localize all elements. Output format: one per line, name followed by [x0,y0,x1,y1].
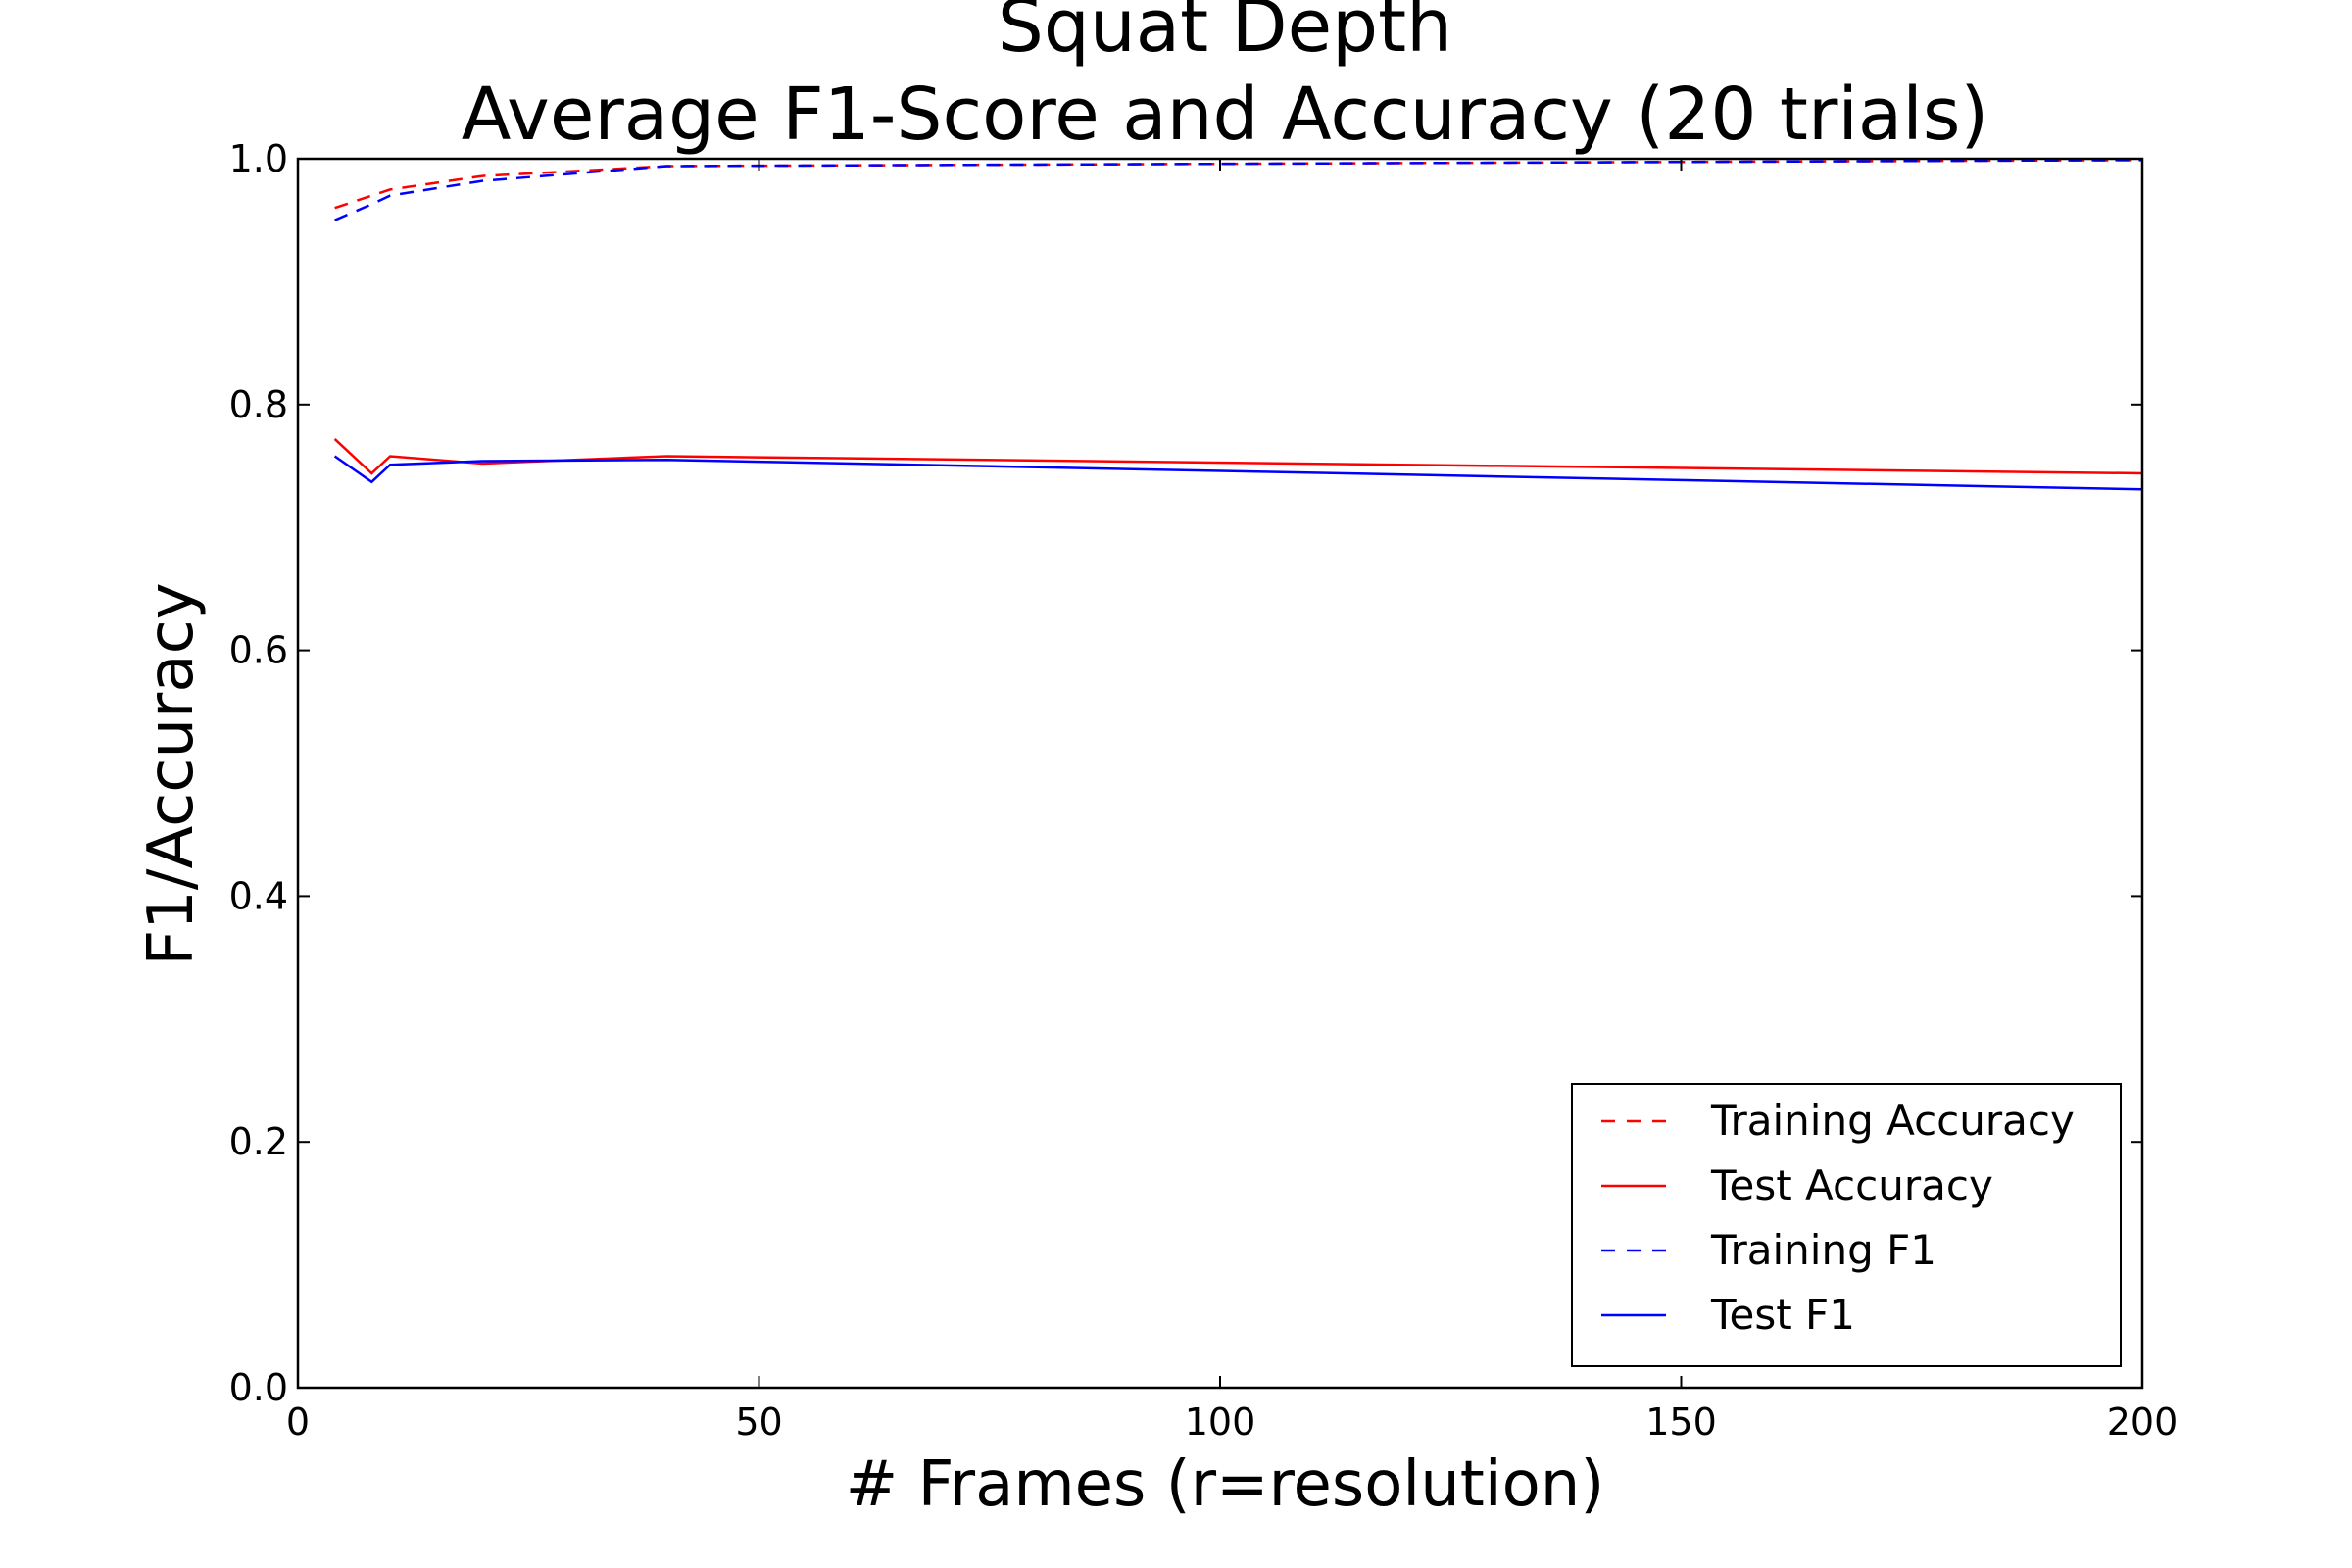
legend-label: Test F1 [1710,1291,1855,1339]
y-tick-label: 0.8 [229,383,288,426]
series-line-3 [334,159,2143,221]
series-line-4 [333,455,2143,491]
y-axis-label: F1/Accuracy [135,582,208,965]
x-axis-label: # Frames (r=resolution) [846,1448,1605,1521]
series-line-2 [333,437,2143,475]
plot-frame [296,157,2144,1390]
x-tick-label: 0 [286,1400,310,1444]
x-tick-label: 200 [2107,1400,2179,1444]
y-tick-label: 0.4 [229,874,288,917]
series-line-1 [334,159,2143,210]
legend-label: Test Accuracy [1710,1161,1993,1209]
y-tick-label: 1.0 [229,137,288,180]
ticks-layer: 0 50 100 150 200 0.0 0.2 0.4 0.6 0.8 1.0 [229,137,2179,1444]
y-tick-label: 0.2 [229,1120,288,1163]
legend: Training Accuracy Test Accuracy Training F… [1571,1083,2122,1367]
chart-title: Squat Depth [998,0,1452,69]
y-tick-label: 0.6 [229,629,288,672]
legend-label: Training F1 [1710,1226,1936,1274]
x-tick-label: 150 [1645,1400,1717,1444]
series-layer [333,159,2143,491]
chart-subtitle: Average F1-Score and Accuracy (20 trials… [462,73,1989,157]
legend-box [1571,1083,2122,1367]
x-tick-label: 50 [735,1400,782,1444]
x-tick-label: 100 [1185,1400,1256,1444]
y-tick-label: 0.0 [229,1366,288,1409]
legend-label: Training Accuracy [1710,1097,2075,1145]
